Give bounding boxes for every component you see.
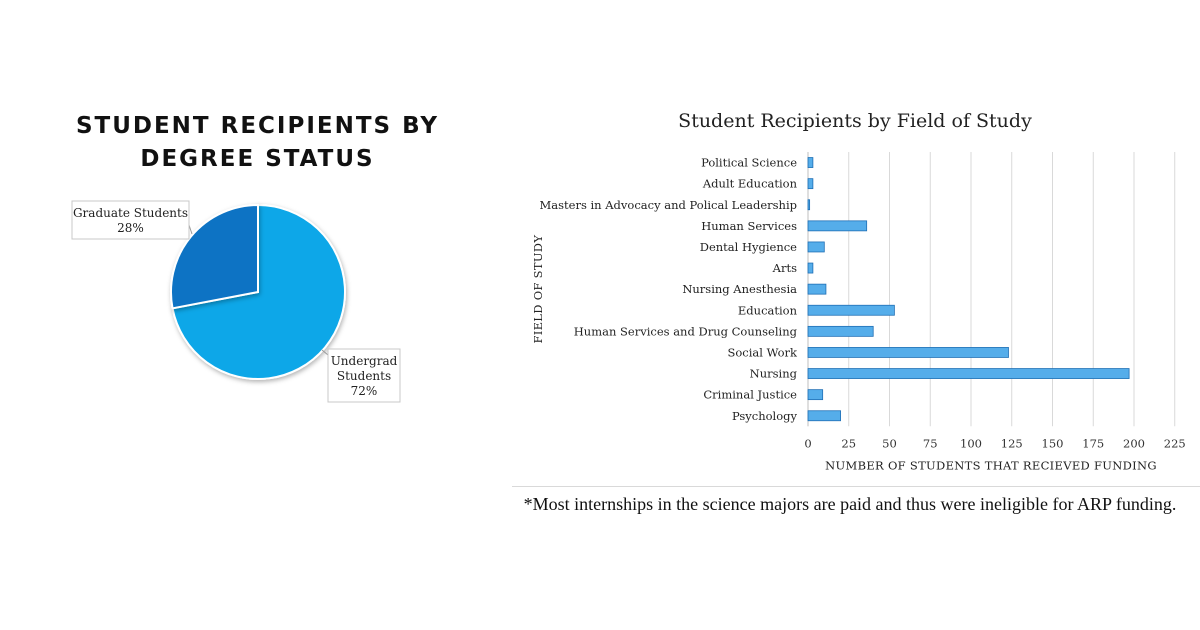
x-tick-label: 0	[804, 436, 811, 450]
category-label: Dental Hygience	[700, 240, 797, 254]
x-tick-label: 125	[1001, 436, 1023, 450]
category-label: Nursing Anesthesia	[682, 282, 797, 296]
bar	[807, 347, 1009, 358]
bar-chart-title: Student Recipients by Field of Study	[678, 110, 1032, 132]
category-label: Adult Education	[702, 177, 798, 191]
pie-percent-label: 28%	[117, 221, 144, 235]
pie-percent-label: 72%	[351, 384, 378, 398]
bar	[807, 157, 814, 168]
bar	[807, 325, 874, 337]
bar	[807, 262, 814, 274]
x-tick-label: 150	[1042, 436, 1064, 450]
category-label: Human Services	[701, 219, 797, 233]
category-label: Criminal Justice	[703, 388, 797, 402]
x-tick-label: 75	[923, 436, 938, 450]
category-label: Nursing	[750, 367, 798, 381]
category-label: Social Work	[727, 345, 798, 359]
pie-category-label: Graduate Students	[73, 206, 188, 220]
bar	[807, 304, 895, 316]
bar	[807, 368, 1130, 379]
category-label: Education	[738, 303, 798, 317]
bar	[807, 178, 814, 190]
y-axis-title: FIELD OF STUDY	[531, 235, 545, 344]
x-tick-label: 225	[1164, 436, 1186, 450]
bar	[807, 410, 841, 422]
category-label: Human Services and Drug Counseling	[574, 324, 798, 338]
category-label: Arts	[772, 261, 797, 275]
bar	[807, 389, 824, 401]
pie-chart-title: STUDENT RECIPIENTS BY DEGREE STATUS	[75, 113, 440, 172]
pie-category-label: Students	[337, 369, 391, 383]
bar	[807, 283, 827, 295]
category-label: Masters in Advocacy and Polical Leadersh…	[539, 198, 797, 212]
bar	[807, 220, 868, 232]
callout-box	[327, 348, 401, 403]
callout-box	[71, 200, 190, 240]
pie-slice-graduate-students	[170, 203, 259, 310]
category-label: Psychology	[732, 409, 798, 423]
x-axis-title: NUMBER OF STUDENTS THAT RECIEVED FUNDING	[825, 458, 1157, 472]
x-tick-label: 25	[841, 436, 856, 450]
category-label: Political Science	[701, 156, 797, 170]
x-tick-label: 100	[960, 436, 982, 450]
pie-category-label: Undergrad	[331, 354, 398, 368]
x-tick-label: 200	[1123, 436, 1145, 450]
bar	[807, 241, 825, 253]
divider-line	[512, 486, 1200, 487]
bar	[807, 199, 811, 211]
callout-leader	[321, 349, 329, 356]
x-tick-label: 50	[882, 436, 897, 450]
x-tick-label: 175	[1082, 436, 1104, 450]
footnote: *Most internships in the science majors …	[523, 494, 1177, 514]
